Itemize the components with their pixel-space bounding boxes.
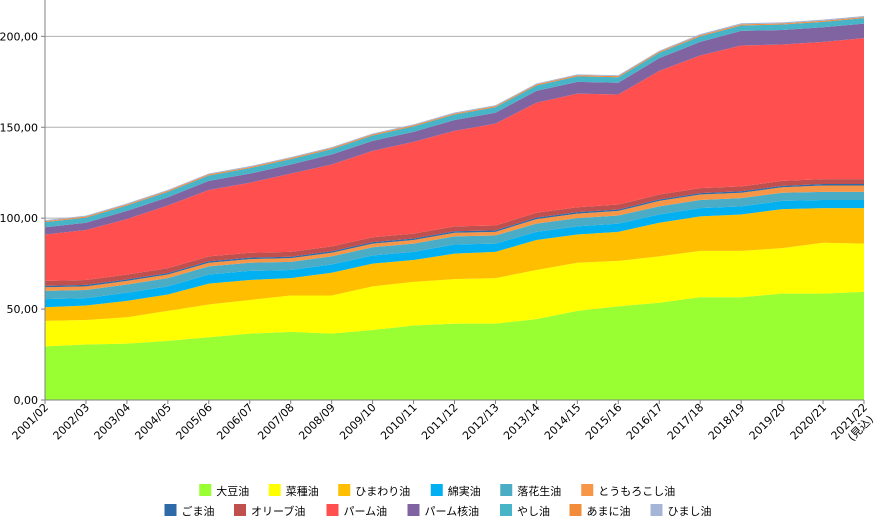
x-tick-label: 2013/14 [501,401,543,443]
y-tick-label: 50,00 [7,303,39,316]
legend-label: 大豆油 [216,484,249,498]
legend-label: やし油 [517,504,550,518]
legend-swatch [500,484,513,496]
x-tick-label: 2009/10 [337,401,379,443]
area-series-4 [45,191,864,300]
legend-label: パーム核油 [425,504,480,518]
x-tick-label: 2017/18 [665,401,707,443]
legend-label: ごま油 [182,504,215,518]
x-tick-label: 2001/02 [10,401,52,443]
legend-item-6: ごま油 [164,504,215,518]
legend-label: ひまし油 [668,504,712,518]
legend-label: ひまわり油 [355,484,410,498]
x-tick-label: 2012/13 [460,401,502,443]
legend-swatch [430,484,443,496]
legend-label: パーム油 [344,504,388,518]
legend-label: とうもろこし油 [598,484,675,498]
legend-swatch [234,504,246,516]
legend-swatch [199,484,212,496]
x-axis-ticks: 2001/02 2002/03 2003/04 2004/05 2005/06 2006/… [10,400,876,444]
legend-item-10: やし油 [500,504,550,518]
y-tick-label: 150,00 [0,121,38,134]
legend-swatch [569,504,582,516]
legend-label: 菜種油 [286,484,319,498]
x-tick-label: 2018/19 [706,401,748,443]
x-tick-label: 2005/06 [173,401,215,443]
legend-item-12: ひまし油 [650,504,712,518]
legend-item-2: ひまわり油 [338,484,410,498]
area-series-0 [45,291,864,400]
x-tick-label: 2015/16 [583,401,625,443]
x-tick-label: 2014/15 [542,401,584,443]
legend-label: 綿実油 [448,484,481,498]
area-series-1 [45,242,864,347]
area-series-7 [45,179,864,286]
legend-swatch [326,504,339,516]
x-tick-label: 2019/20 [747,401,789,443]
x-tick-label: 2004/05 [132,401,174,443]
legend-swatch [650,504,663,516]
x-tick-label: 2020/21 [788,401,830,443]
legend-item-11: あまに油 [569,504,631,518]
legend-item-7: オリーブ油 [234,504,305,518]
x-tick-label: 2007/08 [255,401,297,443]
x-tick-label: 2006/07 [214,401,256,443]
area-series-9 [45,23,864,235]
y-axis-ticks: 0,00 50,00 100,00 150,00 200,00 [0,30,45,407]
y-tick-label: 200,00 [0,30,38,43]
x-tick-label: 2008/09 [296,401,338,443]
legend-swatch [581,484,594,496]
legend-swatch [268,484,281,496]
legend-swatch [164,504,177,516]
legend-item-8: パーム油 [326,504,388,518]
x-tick-label: 2003/04 [92,401,134,443]
area-series-8 [45,38,864,281]
x-tick-label: 2002/03 [51,401,93,443]
series-areas [45,16,864,400]
x-tick-label: 2010/11 [378,401,420,443]
legend-item-0: 大豆油 [199,484,249,498]
area-series-10 [45,18,864,228]
legend-label: 落花生油 [517,484,561,498]
legend-item-1: 菜種油 [268,484,319,498]
legend-swatch [338,484,351,496]
legend-label: あまに油 [587,504,631,518]
legend-swatch [407,504,420,516]
y-tick-label: 0,00 [14,394,39,407]
area-series-3 [45,200,864,308]
legend-label: オリーブ油 [251,504,305,518]
x-tick-label: 2011/12 [419,401,461,443]
x-tick-label: 2016/17 [624,401,666,443]
legend-item-4: 落花生油 [500,484,561,498]
legend-item-5: とうもろこし油 [581,484,675,498]
area-series-2 [45,208,864,321]
y-tick-label: 100,00 [0,212,38,225]
legend-item-9: パーム核油 [407,504,480,518]
legend-swatch [500,504,512,516]
legend-item-3: 綿実油 [430,484,481,498]
